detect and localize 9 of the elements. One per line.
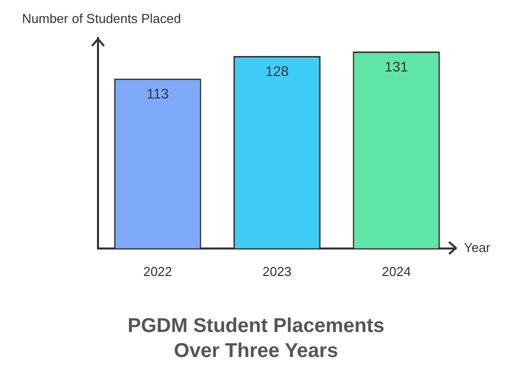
y-axis-title: Number of Students Placed [22,11,181,26]
x-tick-label: 2022 [143,264,172,279]
x-tick-label: 2023 [262,264,292,279]
data-label: 113 [146,85,170,102]
text: PGDM Student Placements Over Three Years [126,314,386,364]
x-tick-label: 2024 [382,264,411,279]
data-label: 131 [384,58,408,74]
data-label: 128 [265,62,289,79]
x-axis-title: Year [464,240,491,255]
